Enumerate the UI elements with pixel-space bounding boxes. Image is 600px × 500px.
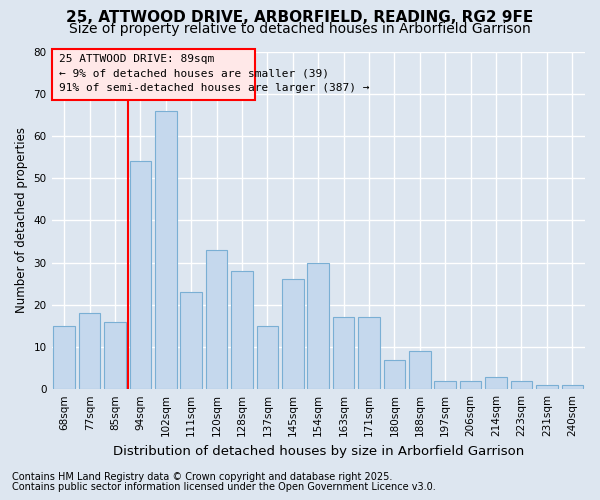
- Bar: [409, 351, 431, 389]
- Bar: [358, 318, 380, 389]
- Text: 25, ATTWOOD DRIVE, ARBORFIELD, READING, RG2 9FE: 25, ATTWOOD DRIVE, ARBORFIELD, READING, …: [67, 10, 533, 25]
- Text: 91% of semi-detached houses are larger (387) →: 91% of semi-detached houses are larger (…: [59, 83, 370, 93]
- Bar: [434, 380, 456, 389]
- Bar: [181, 292, 202, 389]
- Bar: [536, 385, 557, 389]
- Text: Contains public sector information licensed under the Open Government Licence v3: Contains public sector information licen…: [12, 482, 436, 492]
- Y-axis label: Number of detached properties: Number of detached properties: [15, 128, 28, 314]
- Bar: [53, 326, 75, 389]
- Bar: [104, 322, 126, 389]
- Bar: [79, 313, 100, 389]
- Bar: [460, 380, 481, 389]
- Bar: [485, 376, 507, 389]
- Text: ← 9% of detached houses are smaller (39): ← 9% of detached houses are smaller (39): [59, 68, 329, 78]
- Text: Size of property relative to detached houses in Arborfield Garrison: Size of property relative to detached ho…: [69, 22, 531, 36]
- Bar: [307, 262, 329, 389]
- X-axis label: Distribution of detached houses by size in Arborfield Garrison: Distribution of detached houses by size …: [113, 444, 524, 458]
- Text: Contains HM Land Registry data © Crown copyright and database right 2025.: Contains HM Land Registry data © Crown c…: [12, 472, 392, 482]
- Bar: [333, 318, 355, 389]
- Bar: [130, 161, 151, 389]
- FancyBboxPatch shape: [52, 50, 255, 100]
- Text: 25 ATTWOOD DRIVE: 89sqm: 25 ATTWOOD DRIVE: 89sqm: [59, 54, 214, 64]
- Bar: [257, 326, 278, 389]
- Bar: [282, 280, 304, 389]
- Bar: [562, 385, 583, 389]
- Bar: [231, 271, 253, 389]
- Bar: [511, 380, 532, 389]
- Bar: [155, 110, 176, 389]
- Bar: [206, 250, 227, 389]
- Bar: [383, 360, 405, 389]
